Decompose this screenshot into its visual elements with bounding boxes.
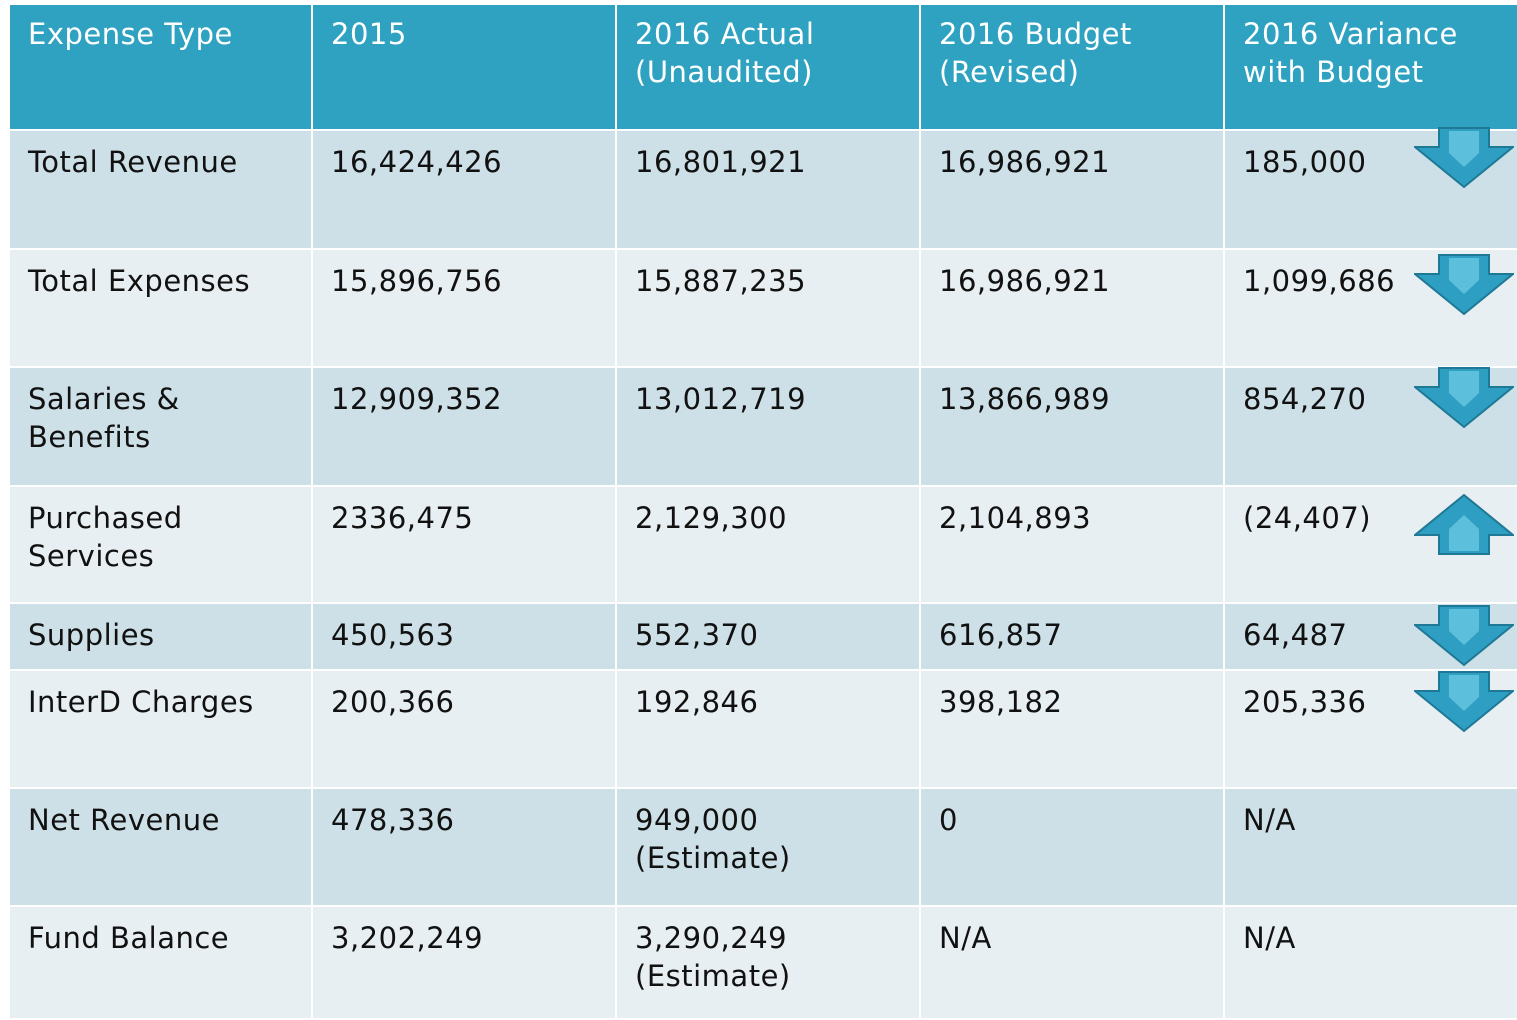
up-arrow bbox=[1414, 493, 1514, 555]
table-cell: 12,909,352 bbox=[313, 368, 615, 485]
down-arrow bbox=[1414, 605, 1514, 667]
table-cell: 15,896,756 bbox=[313, 250, 615, 366]
table-cell: 949,000 (Estimate) bbox=[617, 789, 919, 905]
table-cell: N/A bbox=[1225, 907, 1517, 1018]
table-cell: 478,336 bbox=[313, 789, 615, 905]
table-cell: 0 bbox=[921, 789, 1223, 905]
table-cell: Purchased Services bbox=[10, 487, 311, 602]
table-cell: Net Revenue bbox=[10, 789, 311, 905]
header-cell: 2015 bbox=[313, 5, 615, 129]
table-cell: Fund Balance bbox=[10, 907, 311, 1018]
table-cell: 2336,475 bbox=[313, 487, 615, 602]
table-cell: 200,366 bbox=[313, 671, 615, 787]
down-arrow bbox=[1414, 127, 1514, 189]
header-cell: 2016 Actual (Unaudited) bbox=[617, 5, 919, 129]
table-cell: 398,182 bbox=[921, 671, 1223, 787]
table-cell: 192,846 bbox=[617, 671, 919, 787]
table-cell: 13,866,989 bbox=[921, 368, 1223, 485]
table-cell: 16,801,921 bbox=[617, 131, 919, 248]
table-cell: Supplies bbox=[10, 604, 311, 669]
table-cell: 13,012,719 bbox=[617, 368, 919, 485]
table-cell: Total Expenses bbox=[10, 250, 311, 366]
table-cell: 2,129,300 bbox=[617, 487, 919, 602]
table-cell: N/A bbox=[921, 907, 1223, 1018]
table-cell: N/A bbox=[1225, 789, 1517, 905]
header-cell: 2016 Budget (Revised) bbox=[921, 5, 1223, 129]
header-cell: 2016 Variance with Budget bbox=[1225, 5, 1517, 129]
table-cell: Salaries & Benefits bbox=[10, 368, 311, 485]
table-cell: 3,202,249 bbox=[313, 907, 615, 1018]
down-arrow bbox=[1414, 254, 1514, 316]
table-cell: 2,104,893 bbox=[921, 487, 1223, 602]
table-cell: 450,563 bbox=[313, 604, 615, 669]
table-cell: 15,887,235 bbox=[617, 250, 919, 366]
table-cell: 16,986,921 bbox=[921, 131, 1223, 248]
header-cell: Expense Type bbox=[10, 5, 311, 129]
table-cell: 3,290,249 (Estimate) bbox=[617, 907, 919, 1018]
table-cell: 16,986,921 bbox=[921, 250, 1223, 366]
table-cell: 16,424,426 bbox=[313, 131, 615, 248]
table-cell: 552,370 bbox=[617, 604, 919, 669]
table-cell: InterD Charges bbox=[10, 671, 311, 787]
down-arrow bbox=[1414, 367, 1514, 429]
table-cell: Total Revenue bbox=[10, 131, 311, 248]
down-arrow bbox=[1414, 671, 1514, 733]
table-cell: 616,857 bbox=[921, 604, 1223, 669]
